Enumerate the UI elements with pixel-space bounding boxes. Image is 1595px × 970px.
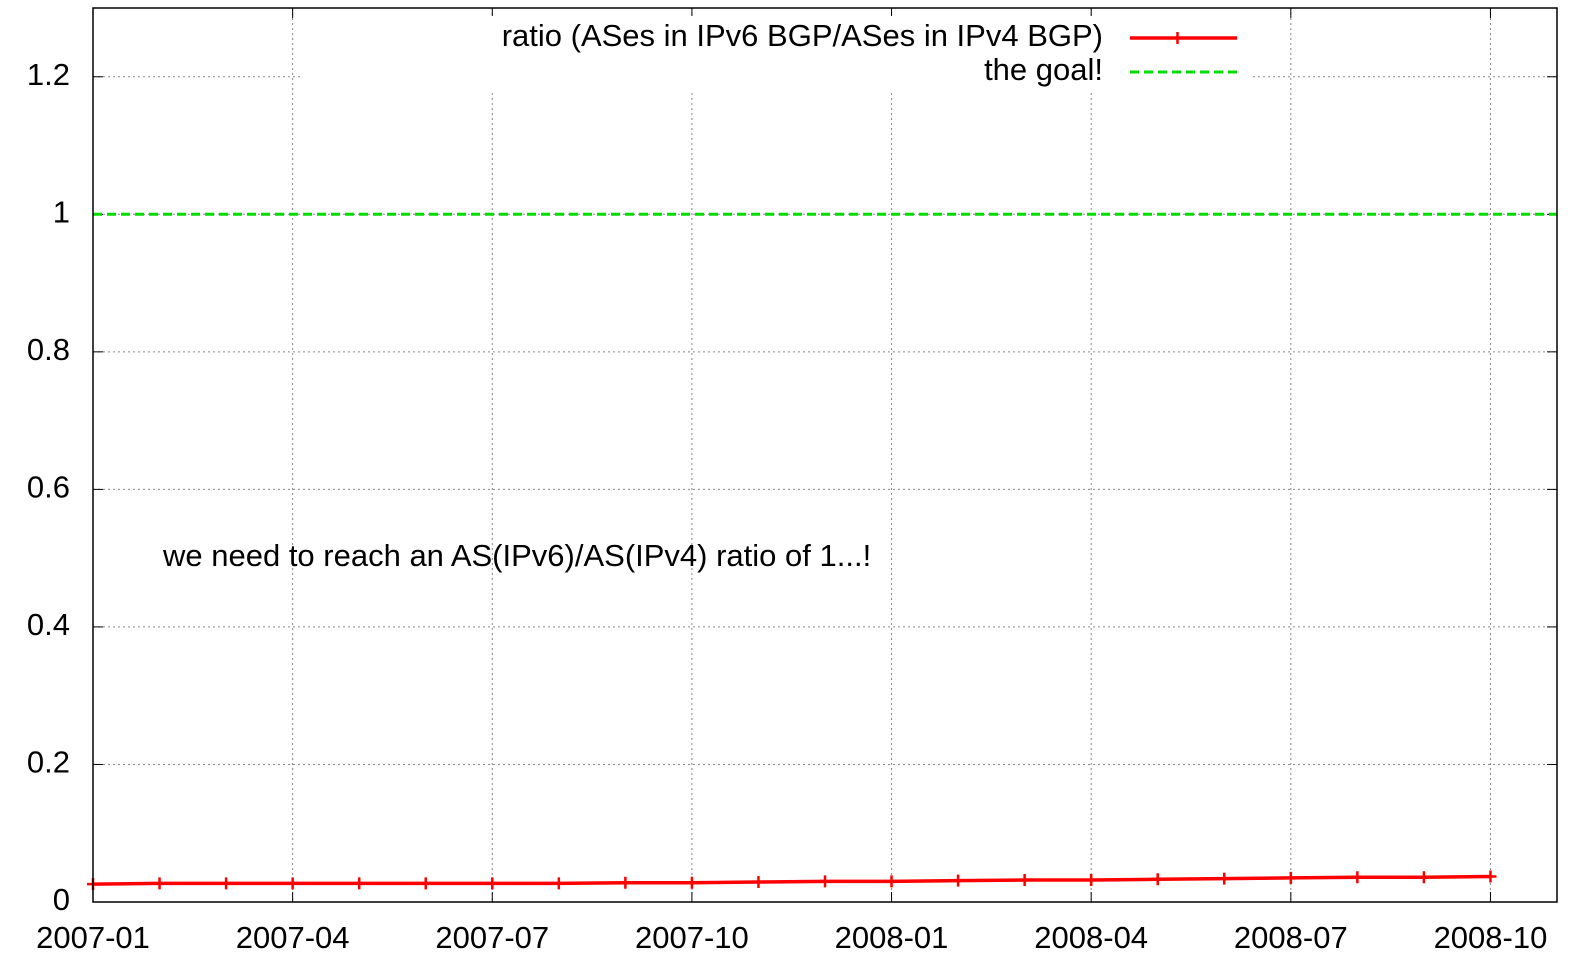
point-marker xyxy=(1151,873,1164,886)
point-marker xyxy=(486,877,499,890)
legend-box xyxy=(300,16,1250,92)
legend-label: the goal! xyxy=(984,52,1103,87)
x-tick-label: 2007-01 xyxy=(36,920,150,955)
point-marker xyxy=(685,876,698,889)
x-tick-label: 2007-10 xyxy=(635,920,749,955)
point-marker xyxy=(819,875,831,888)
series-line xyxy=(92,874,1491,886)
plot-frame xyxy=(92,7,1558,903)
y-tick-label: 0.8 xyxy=(27,332,70,367)
x-tick-label: 2008-07 xyxy=(1234,920,1348,955)
point-marker xyxy=(619,876,632,889)
y-tick-label: 1.2 xyxy=(27,57,70,92)
point-marker xyxy=(220,877,233,890)
y-tick-label: 0.6 xyxy=(27,470,70,505)
point-marker xyxy=(1218,872,1231,885)
x-tick-label: 2007-04 xyxy=(236,920,350,955)
point-marker xyxy=(1351,871,1364,884)
point-marker xyxy=(885,875,898,888)
x-tick-label: 2008-01 xyxy=(835,920,949,955)
point-marker xyxy=(1484,870,1497,883)
y-tick-label: 0.4 xyxy=(27,607,70,642)
point-marker xyxy=(1417,871,1430,884)
point-marker xyxy=(552,877,565,890)
point-marker xyxy=(353,877,366,890)
point-marker xyxy=(1284,871,1297,884)
point-marker xyxy=(286,877,299,890)
point-marker xyxy=(1085,873,1098,886)
x-tick-label: 2008-04 xyxy=(1034,920,1148,955)
x-tick-label: 2008-10 xyxy=(1434,920,1548,955)
y-tick-label: 1 xyxy=(53,194,70,229)
point-marker xyxy=(952,874,965,887)
y-tick-label: 0 xyxy=(53,882,70,917)
x-tick-label: 2007-07 xyxy=(435,920,549,955)
point-marker xyxy=(752,876,765,889)
legend-label: ratio (ASes in IPv6 BGP/ASes in IPv4 BGP… xyxy=(502,18,1103,53)
annotation: we need to reach an AS(IPv6)/AS(IPv4) ra… xyxy=(162,538,871,573)
point-marker xyxy=(153,877,166,890)
y-tick-label: 0.2 xyxy=(27,745,70,780)
point-marker xyxy=(419,877,432,890)
point-marker xyxy=(1018,873,1031,886)
